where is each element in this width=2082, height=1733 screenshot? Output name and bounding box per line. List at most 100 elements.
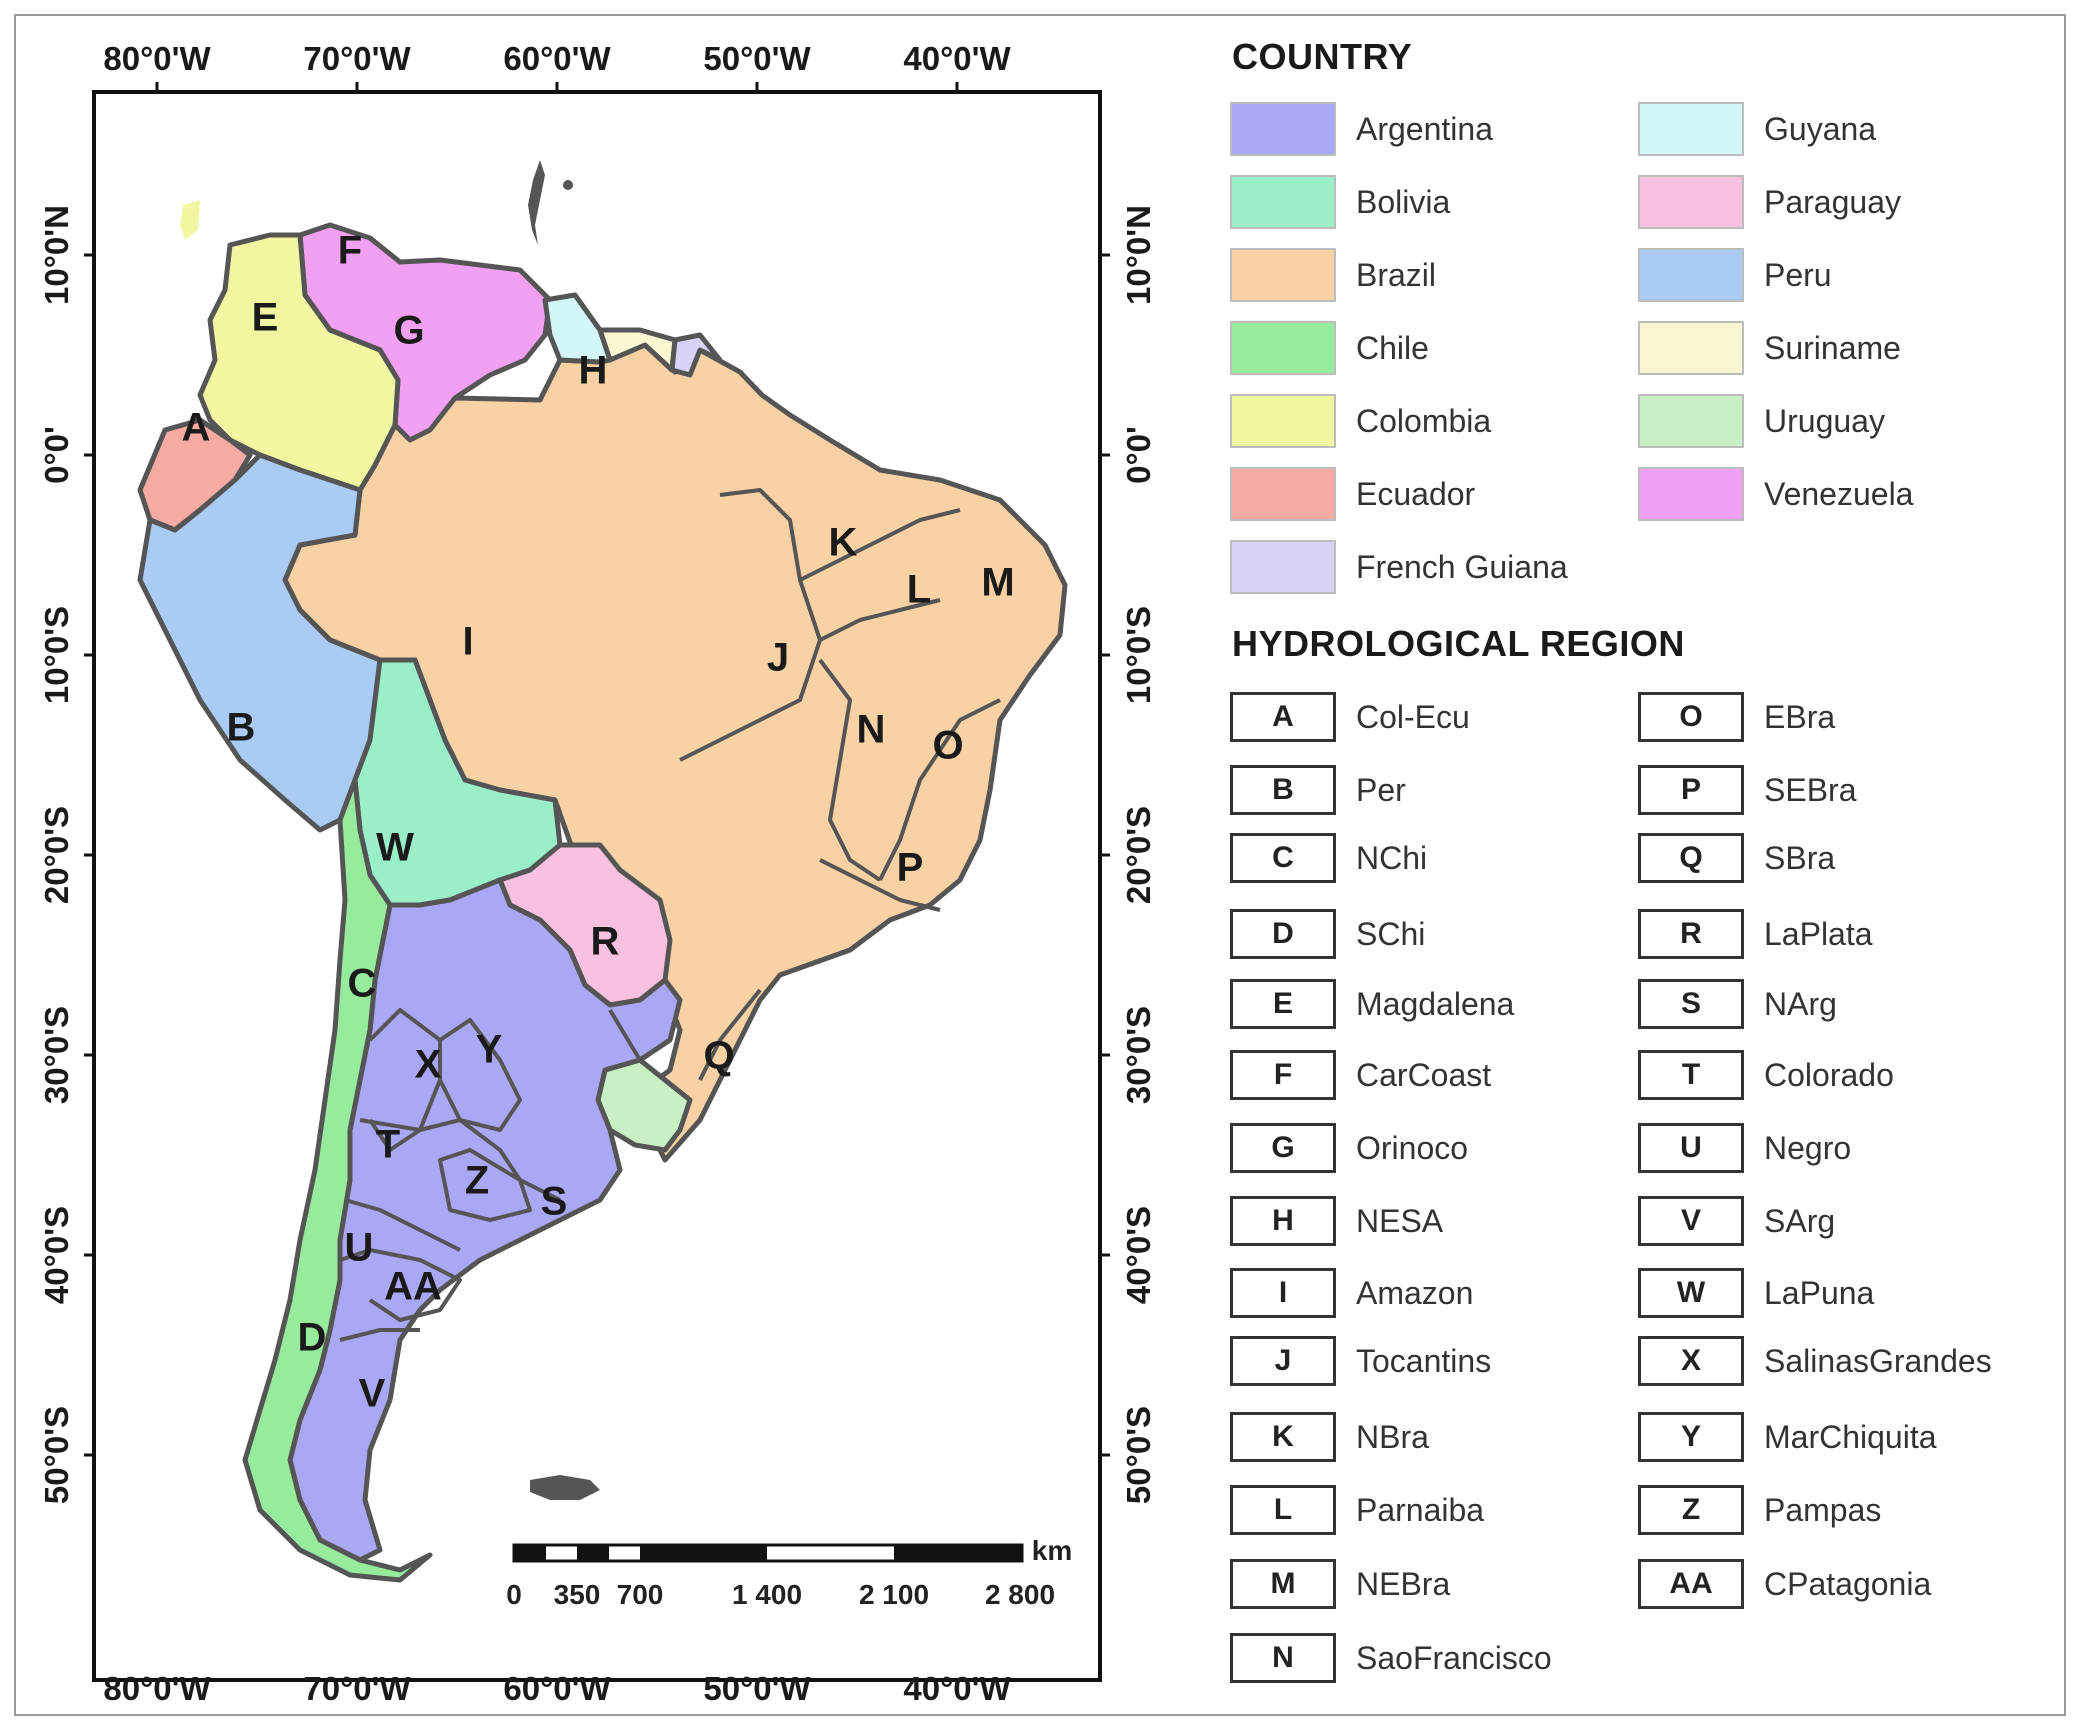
country-name: Brazil — [1356, 256, 1437, 293]
lon-label-top: 50°0'W — [703, 40, 811, 77]
country-legend-item: Uruguay — [1638, 392, 1885, 450]
country-name: Uruguay — [1764, 402, 1885, 439]
region-label-u: U — [345, 1226, 374, 1270]
region-legend-item: C NChi — [1230, 829, 1427, 887]
region-name: NEBra — [1356, 1565, 1451, 1602]
graticule-ticks — [84, 82, 1110, 1690]
region-legend-item: S NArg — [1638, 975, 1837, 1033]
region-name: SChi — [1356, 915, 1426, 952]
region-legend-item: Z Pampas — [1638, 1481, 1881, 1539]
region-legend-item: E Magdalena — [1230, 975, 1514, 1033]
country-legend-item: French Guiana — [1230, 538, 1568, 596]
caribbean-island — [528, 160, 545, 245]
region-name: SBra — [1764, 839, 1836, 876]
boundary-line — [344, 1198, 461, 1252]
region-label-l: L — [907, 568, 931, 612]
region-code: G — [1230, 1123, 1336, 1173]
hydro-legend-title: HYDROLOGICAL REGION — [1232, 623, 1685, 664]
region-code: D — [1230, 909, 1336, 959]
region-name: SArg — [1764, 1202, 1836, 1239]
country-name: French Guiana — [1356, 548, 1568, 585]
region-name: Magdalena — [1356, 985, 1515, 1022]
country-swatch — [1230, 321, 1336, 375]
region-name: MarChiquita — [1764, 1418, 1937, 1455]
scale-tick-label: 700 — [617, 1579, 664, 1610]
region-code: H — [1230, 1196, 1336, 1246]
region-name: Per — [1356, 771, 1406, 808]
country-swatch — [1230, 102, 1336, 156]
boundary-line — [368, 1008, 442, 1152]
region-legend-item: V SArg — [1638, 1192, 1835, 1250]
lon-label-bottom: 50°0'W — [703, 1670, 811, 1707]
caribbean-island — [563, 180, 573, 190]
boundary-line — [819, 598, 941, 642]
region-legend-item: Q SBra — [1638, 829, 1835, 887]
scale-segment — [894, 1545, 1022, 1561]
longitude-labels-bottom: 80°0'W 70°0'W 60°0'W 50°0'W 40°0'W — [103, 1670, 1011, 1707]
country-swatch — [1638, 467, 1744, 521]
caribbean-island — [180, 200, 200, 240]
lat-label-right: 50°0'S — [1120, 1406, 1157, 1504]
region-legend-item: I Amazon — [1230, 1264, 1473, 1322]
region-code: L — [1230, 1485, 1336, 1535]
lat-label-left: 0°0' — [38, 426, 75, 484]
region-label-r: R — [591, 920, 620, 964]
region-code: O — [1638, 692, 1744, 742]
country-chile — [242, 777, 433, 1583]
boundary-line — [339, 1248, 462, 1322]
lat-label-right: 30°0'S — [1120, 1006, 1157, 1104]
boundary-line — [878, 698, 1001, 881]
region-label-m: M — [981, 561, 1014, 605]
region-legend-item: H NESA — [1230, 1192, 1443, 1250]
region-code: A — [1230, 692, 1336, 742]
region-label-b: B — [227, 706, 256, 750]
region-legend-item: N SaoFrancisco — [1230, 1629, 1552, 1687]
region-label-q: Q — [703, 1034, 734, 1078]
country-swatch — [1638, 102, 1744, 156]
country-legend-title: COUNTRY — [1232, 36, 1413, 77]
country-swatch — [1638, 394, 1744, 448]
lat-label-right: 20°0'S — [1120, 806, 1157, 904]
region-name: Negro — [1764, 1129, 1852, 1166]
region-legend-item: A Col-Ecu — [1230, 688, 1470, 746]
country-legend-item: Paraguay — [1638, 173, 1901, 231]
region-legend-item: U Negro — [1638, 1119, 1851, 1177]
region-code: J — [1230, 1336, 1336, 1386]
region-label-k: K — [829, 521, 858, 565]
region-label-t: T — [376, 1123, 400, 1167]
country-name: Venezuela — [1764, 475, 1914, 512]
region-legend-item: X SalinasGrandes — [1638, 1332, 1992, 1390]
region-code: E — [1230, 979, 1336, 1029]
boundary-line — [819, 858, 941, 912]
region-label-d: D — [298, 1316, 327, 1360]
region-legend-item: R LaPlata — [1638, 905, 1873, 963]
region-name: SalinasGrandes — [1764, 1342, 1992, 1379]
region-name: NChi — [1356, 839, 1428, 876]
country-swatch — [1230, 248, 1336, 302]
region-legend-item: O EBra — [1638, 688, 1835, 746]
country-legend-item: Peru — [1638, 246, 1832, 304]
falkland-islands — [530, 1475, 600, 1500]
country-legend-item: Argentina — [1230, 100, 1493, 158]
country-name: Paraguay — [1764, 183, 1901, 220]
region-label-j: J — [767, 636, 789, 680]
region-label-v: V — [359, 1372, 386, 1416]
lon-label-bottom: 40°0'W — [903, 1670, 1011, 1707]
region-name: SEBra — [1764, 771, 1857, 808]
country-swatch — [1638, 175, 1744, 229]
region-name: Col-Ecu — [1356, 698, 1470, 735]
figure-frame — [14, 14, 2066, 1716]
boundary-line — [698, 988, 762, 1081]
region-code: F — [1230, 1050, 1336, 1100]
lon-label-top: 60°0'W — [503, 40, 611, 77]
region-code: W — [1638, 1268, 1744, 1318]
country-name: Chile — [1356, 329, 1429, 366]
lon-label-bottom: 60°0'W — [503, 1670, 611, 1707]
region-name: EBra — [1764, 698, 1836, 735]
region-label-n: N — [857, 708, 886, 752]
lat-label-right: 10°0'S — [1120, 606, 1157, 704]
scale-bar: km 0 350 700 1 400 2 100 2 800 — [506, 1535, 1072, 1610]
region-label-a: A — [182, 406, 211, 450]
region-legend-item: B Per — [1230, 761, 1406, 819]
country-name: Ecuador — [1356, 475, 1476, 512]
